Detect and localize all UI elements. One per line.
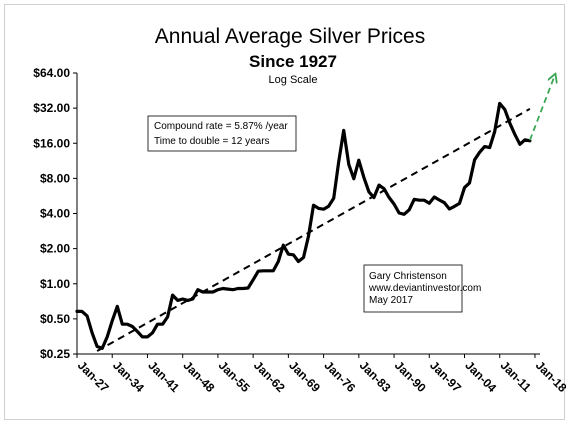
y-tick-label: $64.00	[33, 66, 70, 80]
x-tick-label: Jan-69	[286, 358, 323, 395]
compound-rate-text: Compound rate = 5.87% /year	[154, 121, 288, 132]
x-axis: Jan-27Jan-34Jan-41Jan-48Jan-55Jan-62Jan-…	[75, 353, 566, 395]
scale-note: Log Scale	[269, 74, 318, 86]
y-tick-label: $4.00	[40, 207, 70, 221]
chart-frame: Annual Average Silver Prices Since 1927 …	[4, 4, 566, 420]
x-tick-label: Jan-97	[427, 358, 464, 395]
chart-title: Annual Average Silver Prices	[155, 25, 425, 48]
x-tick-label: Jan-34	[110, 358, 147, 395]
series-layer	[75, 75, 555, 352]
x-tick-label: Jan-90	[392, 358, 429, 395]
x-tick-label: Jan-83	[357, 358, 394, 395]
source-site: www.deviantinvestor.com	[368, 283, 481, 294]
x-tick-label: Jan-55	[216, 358, 253, 395]
source-name: Gary Christenson	[369, 271, 447, 282]
y-tick-label: $1.00	[40, 277, 70, 291]
y-tick-label: $16.00	[33, 136, 70, 150]
y-axis: $0.25 $0.50 $1.00 $2.00 $4.00 $8.00 $16.00 $32.…	[33, 66, 78, 361]
x-tick-label: Jan-48	[181, 358, 218, 395]
source-box: Gary Christenson www.deviantinvestor.com…	[363, 264, 481, 313]
x-tick-label: Jan-76	[321, 358, 358, 395]
x-tick-label: Jan-18	[533, 358, 566, 395]
silver-price-chart: Annual Average Silver Prices Since 1927 …	[33, 25, 566, 395]
y-tick-label: $2.00	[40, 242, 70, 256]
x-tick-label: Jan-04	[462, 358, 499, 395]
x-tick-label: Jan-11	[498, 358, 535, 395]
y-tick-label: $0.50	[40, 312, 70, 326]
x-tick-label: Jan-27	[75, 358, 112, 395]
price-line	[75, 101, 532, 350]
x-tick-label: Jan-41	[145, 358, 182, 395]
compound-rate-box: Compound rate = 5.87% /year Time to doub…	[147, 115, 297, 152]
y-tick-label: $0.25	[40, 347, 70, 361]
trend-line	[96, 108, 531, 352]
projection-line	[529, 75, 555, 141]
time-to-double-text: Time to double = 12 years	[154, 136, 270, 147]
chart-subtitle: Since 1927	[249, 52, 337, 71]
y-tick-label: $32.00	[33, 101, 70, 115]
x-tick-label: Jan-62	[251, 358, 288, 395]
source-date: May 2017	[369, 295, 413, 306]
y-tick-label: $8.00	[40, 171, 70, 185]
